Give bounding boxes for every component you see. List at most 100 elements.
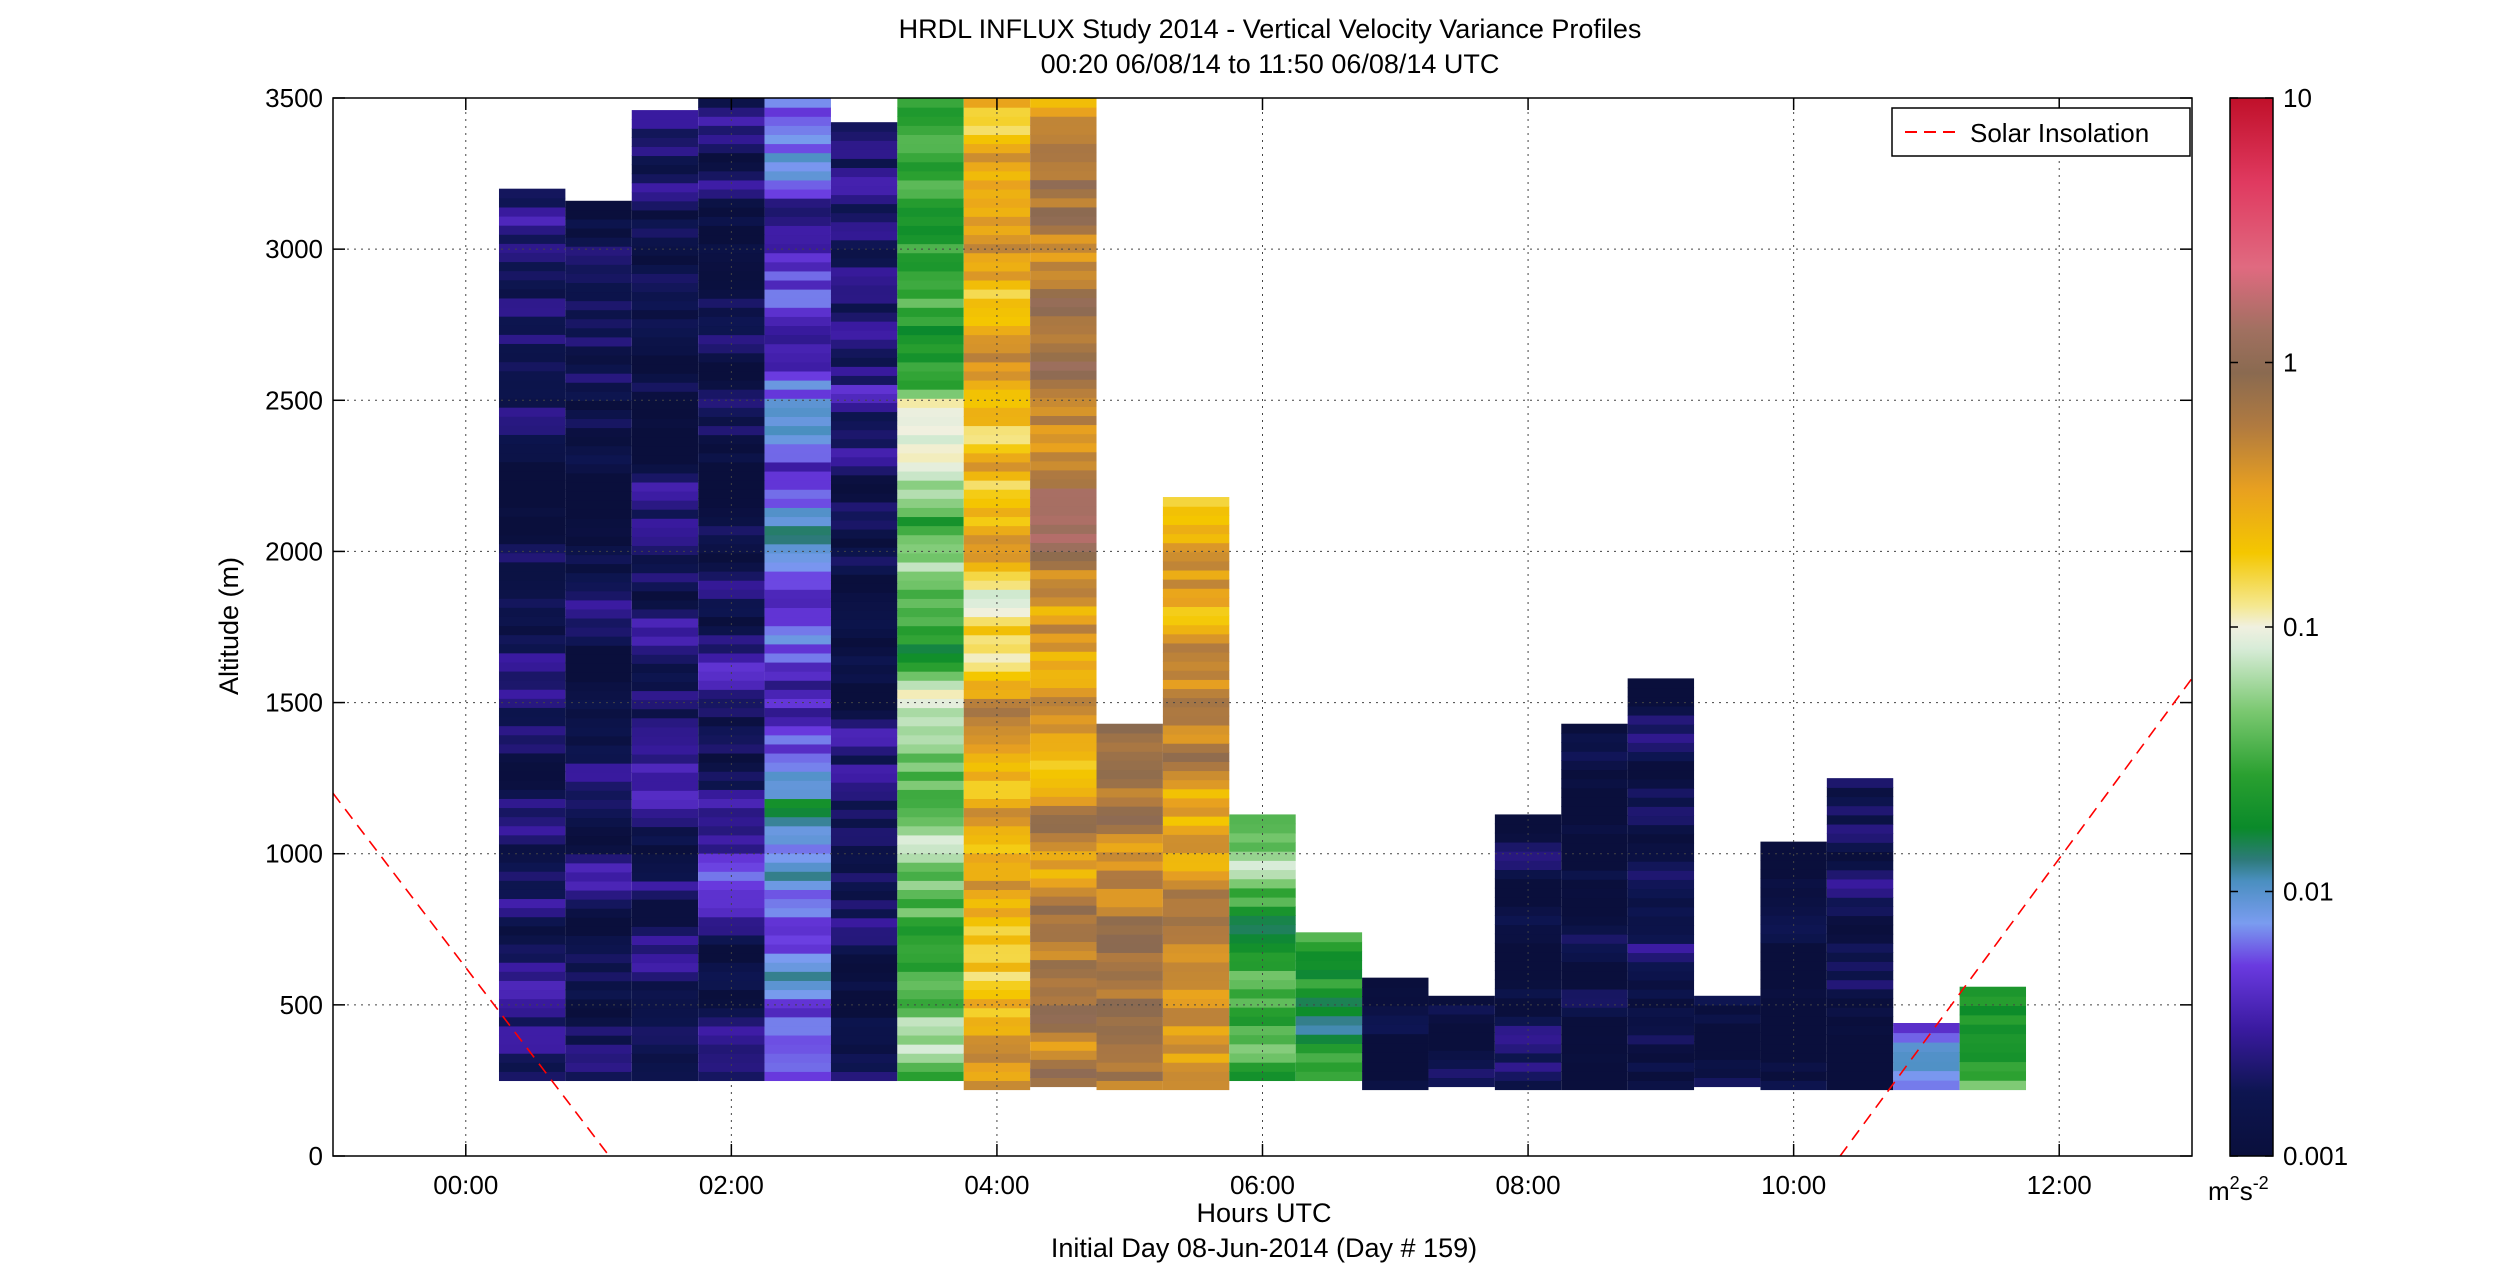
heatmap-cell <box>830 257 898 268</box>
heatmap-cell <box>897 552 964 563</box>
heatmap-cell <box>1096 806 1163 816</box>
heatmap-cell <box>1362 996 1429 1007</box>
heatmap-cell <box>1760 1034 1827 1045</box>
heatmap-cell <box>1229 1071 1296 1082</box>
heatmap-cell <box>764 134 831 145</box>
heatmap-cell <box>897 134 964 145</box>
profile-column <box>1096 723 1163 1091</box>
heatmap-cell <box>498 934 566 945</box>
colorbar-units-exp1: 2 <box>2230 1173 2240 1193</box>
heatmap-cell <box>631 835 699 846</box>
heatmap-cell <box>565 1007 632 1018</box>
heatmap-cell <box>565 654 632 664</box>
heatmap-cell <box>830 872 898 883</box>
heatmap-cell <box>631 590 699 601</box>
heatmap-cell <box>498 397 566 408</box>
heatmap-cell <box>498 252 566 263</box>
heatmap-cell <box>830 167 898 178</box>
heatmap-cell <box>565 364 632 374</box>
heatmap-cell <box>1494 860 1562 871</box>
profile-column <box>631 110 699 1082</box>
heatmap-cell <box>698 107 765 117</box>
heatmap-cell <box>897 179 964 190</box>
heatmap-cell <box>897 880 964 891</box>
heatmap-cell <box>1826 1043 1894 1054</box>
heatmap-cell <box>498 525 566 536</box>
heatmap-cell <box>1030 179 1097 190</box>
heatmap-cell <box>1162 788 1230 799</box>
heatmap-cell <box>698 1071 765 1082</box>
heatmap-cell <box>830 646 898 657</box>
heatmap-cell <box>631 699 699 710</box>
colorbar: 0.001 0.01 0.1 1 10 m2s-2 <box>2208 83 2348 1206</box>
heatmap-cell <box>897 707 964 718</box>
heatmap-cell <box>830 1053 898 1063</box>
heatmap-cell <box>830 528 898 539</box>
heatmap-cell <box>565 808 632 819</box>
heatmap-cell <box>764 771 831 781</box>
heatmap-cell <box>1627 851 1695 862</box>
x-tick-label: 08:00 <box>1496 1170 1561 1200</box>
heatmap-cell <box>963 370 1031 381</box>
heatmap-cell <box>764 680 831 690</box>
heatmap-cell <box>830 131 898 141</box>
heatmap-cell <box>897 470 964 481</box>
heatmap-cell <box>963 762 1031 772</box>
heatmap-cell <box>897 616 964 627</box>
heatmap-cell <box>631 772 699 782</box>
heatmap-cell <box>1030 406 1097 416</box>
heatmap-cell <box>565 554 632 565</box>
heatmap-cell <box>1162 1034 1230 1045</box>
heatmap-cell <box>498 388 566 399</box>
heatmap-cell <box>498 607 566 617</box>
heatmap-cell <box>764 943 831 954</box>
heatmap-cell <box>565 518 632 528</box>
heatmap-cell <box>1627 806 1695 817</box>
heatmap-cell <box>698 825 765 836</box>
heatmap-cell <box>963 671 1031 681</box>
heatmap-cell <box>698 343 765 354</box>
heatmap-cell <box>830 221 898 232</box>
heatmap-cell <box>764 762 831 772</box>
heatmap-cell <box>631 944 699 955</box>
heatmap-cell <box>830 953 898 964</box>
heatmap-cell <box>764 780 831 790</box>
heatmap-cell <box>764 898 831 909</box>
heatmap-cell <box>963 525 1031 536</box>
heatmap-cell <box>631 146 699 157</box>
heatmap-cell <box>897 725 964 736</box>
heatmap-cell <box>1561 787 1628 798</box>
heatmap-cell <box>1030 778 1097 788</box>
heatmap-cell <box>1030 877 1097 888</box>
heatmap-cell <box>963 452 1031 463</box>
heatmap-cell <box>1826 970 1894 981</box>
heatmap-cell <box>631 237 699 247</box>
heatmap-cell <box>1494 942 1562 953</box>
heatmap-cell <box>565 327 632 338</box>
heatmap-cell <box>1030 351 1097 362</box>
heatmap-cell <box>631 427 699 438</box>
heatmap-cell <box>1428 1004 1495 1015</box>
heatmap-cell <box>1162 579 1230 589</box>
heatmap-cell <box>1030 134 1097 144</box>
heatmap-cell <box>565 1016 632 1027</box>
heatmap-cell <box>498 407 566 417</box>
heatmap-cell <box>1030 932 1097 942</box>
heatmap-cell <box>764 589 831 599</box>
heatmap-cell <box>565 536 632 546</box>
heatmap-cell <box>1030 560 1097 571</box>
heatmap-cell <box>565 926 632 936</box>
heatmap-cell <box>963 489 1031 499</box>
heatmap-cell <box>963 1016 1031 1027</box>
heatmap-cell <box>764 298 831 308</box>
heatmap-cell <box>631 1035 699 1045</box>
heatmap-cell <box>1229 952 1296 962</box>
heatmap-cell <box>1030 252 1097 262</box>
heatmap-cell <box>897 298 964 308</box>
heatmap-cell <box>565 672 632 683</box>
heatmap-cell <box>1826 1062 1894 1072</box>
heatmap-cell <box>1162 761 1230 772</box>
heatmap-cell <box>764 643 831 654</box>
heatmap-cell <box>1030 841 1097 852</box>
